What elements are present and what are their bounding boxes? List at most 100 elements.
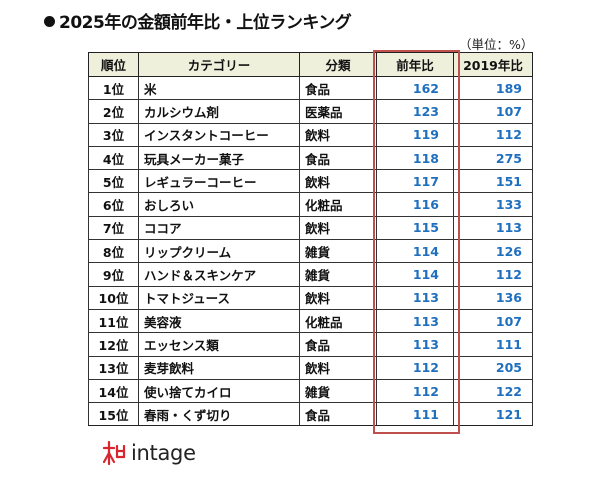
vs2019-cell: 151 xyxy=(453,169,533,194)
table-row: 6位 おしろい 化粧品 116 133 xyxy=(88,192,533,217)
header-type: 分類 xyxy=(299,52,377,77)
type-cell: 医薬品 xyxy=(299,99,377,124)
vs2019-cell: 122 xyxy=(453,378,533,404)
header-category: カテゴリー xyxy=(138,52,300,77)
vs2019-cell: 113 xyxy=(453,215,533,241)
table-row: 15位 春雨・くず切り 食品 111 121 xyxy=(88,402,533,427)
table-row: 7位 ココア 飲料 115 113 xyxy=(88,215,533,241)
rank-cell: 7位 xyxy=(88,215,139,241)
vs2019-cell: 121 xyxy=(453,402,533,427)
yoy-cell: 116 xyxy=(376,192,454,217)
yoy-cell: 119 xyxy=(376,122,454,147)
bullet-icon xyxy=(44,16,55,27)
vs2019-cell: 126 xyxy=(453,239,533,264)
table-header-row: 順位 カテゴリー 分類 前年比 2019年比 xyxy=(88,52,533,77)
table-row: 10位 トマトジュース 飲料 113 136 xyxy=(88,285,533,310)
vs2019-cell: 275 xyxy=(453,145,533,171)
vs2019-cell: 112 xyxy=(453,122,533,147)
yoy-cell: 114 xyxy=(376,239,454,264)
header-yoy: 前年比 xyxy=(376,52,454,77)
category-cell: 玩具メーカー菓子 xyxy=(138,145,300,171)
type-cell: 雑貨 xyxy=(299,378,377,404)
category-cell: 春雨・くず切り xyxy=(138,402,300,427)
header-rank: 順位 xyxy=(88,52,139,77)
yoy-cell: 162 xyxy=(376,75,454,101)
unit-note: （単位：%） xyxy=(459,37,534,52)
type-cell: 雑貨 xyxy=(299,239,377,264)
table-row: 2位 カルシウム剤 医薬品 123 107 xyxy=(88,99,533,124)
rank-cell: 13位 xyxy=(88,355,139,380)
type-cell: 食品 xyxy=(299,75,377,101)
yoy-cell: 115 xyxy=(376,215,454,241)
vs2019-cell: 133 xyxy=(453,192,533,217)
category-cell: トマトジュース xyxy=(138,285,300,310)
category-cell: ハンド＆スキンケア xyxy=(138,262,300,287)
yoy-cell: 113 xyxy=(376,332,454,357)
rank-cell: 1位 xyxy=(88,75,139,101)
category-cell: 使い捨てカイロ xyxy=(138,378,300,404)
vs2019-cell: 189 xyxy=(453,75,533,101)
type-cell: 飲料 xyxy=(299,122,377,147)
table-row: 11位 美容液 化粧品 113 107 xyxy=(88,308,533,334)
category-cell: ココア xyxy=(138,215,300,241)
table-row: 8位 リップクリーム 雑貨 114 126 xyxy=(88,239,533,264)
table-row: 5位 レギュラーコーヒー 飲料 117 151 xyxy=(88,169,533,194)
type-cell: 化粧品 xyxy=(299,308,377,334)
vs2019-cell: 205 xyxy=(453,355,533,380)
rank-cell: 4位 xyxy=(88,145,139,171)
type-cell: 飲料 xyxy=(299,215,377,241)
category-cell: 米 xyxy=(138,75,300,101)
rank-cell: 3位 xyxy=(88,122,139,147)
table-row: 12位 エッセンス類 食品 113 111 xyxy=(88,332,533,357)
header-vs2019: 2019年比 xyxy=(453,52,533,77)
category-cell: 美容液 xyxy=(138,308,300,334)
vs2019-cell: 107 xyxy=(453,99,533,124)
category-cell: レギュラーコーヒー xyxy=(138,169,300,194)
category-cell: カルシウム剤 xyxy=(138,99,300,124)
vs2019-cell: 111 xyxy=(453,332,533,357)
type-cell: 飲料 xyxy=(299,169,377,194)
table-row: 9位 ハンド＆スキンケア 雑貨 114 112 xyxy=(88,262,533,287)
category-cell: リップクリーム xyxy=(138,239,300,264)
rank-cell: 10位 xyxy=(88,285,139,310)
rank-cell: 11位 xyxy=(88,308,139,334)
rank-cell: 2位 xyxy=(88,99,139,124)
yoy-cell: 114 xyxy=(376,262,454,287)
yoy-cell: 112 xyxy=(376,355,454,380)
type-cell: 食品 xyxy=(299,332,377,357)
rank-cell: 14位 xyxy=(88,378,139,404)
rank-cell: 9位 xyxy=(88,262,139,287)
yoy-cell: 117 xyxy=(376,169,454,194)
rank-cell: 6位 xyxy=(88,192,139,217)
type-cell: 化粧品 xyxy=(299,192,377,217)
yoy-cell: 123 xyxy=(376,99,454,124)
rank-cell: 15位 xyxy=(88,402,139,427)
logo-wordmark: intage xyxy=(131,441,196,465)
page-title: 2025年の金額前年比・上位ランキング xyxy=(44,8,352,33)
yoy-cell: 118 xyxy=(376,145,454,171)
table-row: 3位 インスタントコーヒー 飲料 119 112 xyxy=(88,122,533,147)
yoy-cell: 113 xyxy=(376,308,454,334)
table-row: 1位米食品 162 189 xyxy=(88,75,533,101)
intage-logo-icon xyxy=(102,440,127,466)
table-row: 4位 玩具メーカー菓子 食品 118 275 xyxy=(88,145,533,171)
rank-cell: 12位 xyxy=(88,332,139,357)
rank-cell: 8位 xyxy=(88,239,139,264)
category-cell: インスタントコーヒー xyxy=(138,122,300,147)
ranking-table: 順位 カテゴリー 分類 前年比 2019年比 1位米食品 162 189 2位 カルシウ… xyxy=(88,52,533,427)
vs2019-cell: 107 xyxy=(453,308,533,334)
category-cell: おしろい xyxy=(138,192,300,217)
yoy-cell: 112 xyxy=(376,378,454,404)
vs2019-cell: 136 xyxy=(453,285,533,310)
type-cell: 食品 xyxy=(299,145,377,171)
type-cell: 飲料 xyxy=(299,285,377,310)
vs2019-cell: 112 xyxy=(453,262,533,287)
intage-logo: intage xyxy=(102,440,196,466)
rank-cell: 5位 xyxy=(88,169,139,194)
type-cell: 雑貨 xyxy=(299,262,377,287)
yoy-cell: 113 xyxy=(376,285,454,310)
title-text: 2025年の金額前年比・上位ランキング xyxy=(59,13,352,33)
category-cell: 麦芽飲料 xyxy=(138,355,300,380)
yoy-cell: 111 xyxy=(376,402,454,427)
table-row: 14位 使い捨てカイロ 雑貨 112 122 xyxy=(88,378,533,404)
